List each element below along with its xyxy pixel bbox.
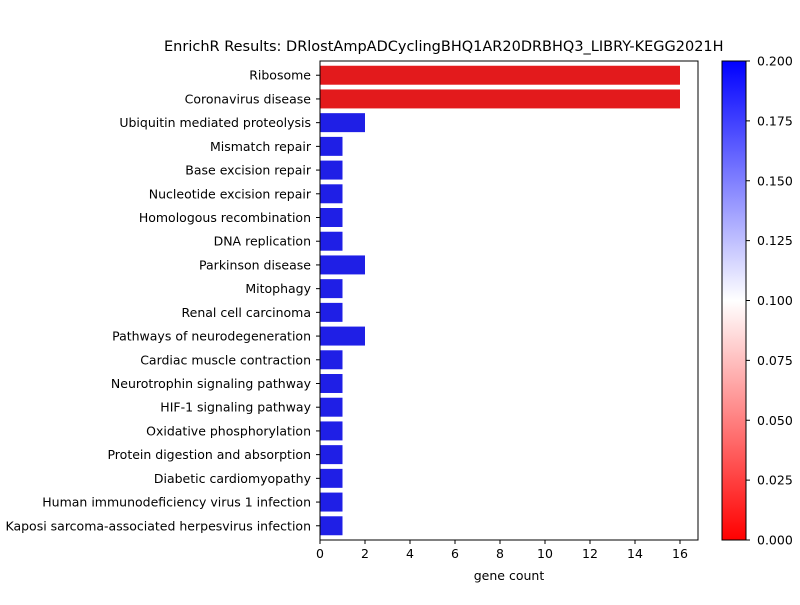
y-tick-label: Neurotrophin signaling pathway (111, 376, 312, 391)
bar-16 (320, 445, 343, 465)
y-tick-label: Ribosome (249, 68, 311, 83)
x-tick-label: 14 (627, 546, 643, 561)
bar-0 (320, 65, 680, 85)
x-axis-label: gene count (474, 568, 545, 583)
colorbar: 0.000 0.025 0.050 0.075 0.100 0.125 0.150 0.175… (721, 54, 793, 548)
bar-15 (320, 421, 343, 441)
bar-2 (320, 113, 365, 133)
y-tick-label: Coronavirus disease (185, 91, 312, 106)
y-tick-label: Protein digestion and absorption (107, 447, 311, 462)
bar-3 (320, 136, 343, 156)
y-tick-label: Ubiquitin mediated proteolysis (119, 115, 311, 130)
chart-title: EnrichR Results: DRlostAmpADCyclingBHQ1A… (164, 39, 724, 55)
y-tick-label: Kaposi sarcoma-associated herpesvirus in… (5, 518, 311, 533)
x-tick-label: 0 (316, 546, 324, 561)
bar-11 (320, 326, 365, 346)
colorbar-tick-label: 0.000 (757, 533, 793, 548)
bar-18 (320, 492, 343, 512)
x-tick-label: 4 (406, 546, 414, 561)
y-tick-label: HIF-1 signaling pathway (160, 400, 311, 415)
colorbar-tick-label: 0.150 (757, 173, 793, 188)
colorbar-tick-label: 0.025 (757, 473, 793, 488)
y-tick-label: Human immunodeficiency virus 1 infection (42, 495, 311, 510)
bar-8 (320, 255, 365, 275)
y-tick-label: Homologous recombination (139, 210, 311, 225)
bar-10 (320, 302, 343, 322)
plot-area: Ribosome Coronavirus disease Ubiquitin med… (5, 60, 699, 561)
bar-4 (320, 160, 343, 180)
colorbar-tick-label: 0.100 (757, 293, 793, 308)
x-tick-label: 10 (537, 546, 553, 561)
y-tick-label: Oxidative phosphorylation (146, 423, 311, 438)
y-tick-label: Base excision repair (185, 163, 312, 178)
bar-14 (320, 397, 343, 417)
bar-17 (320, 468, 343, 488)
bar-9 (320, 279, 343, 299)
x-tick-label: 12 (582, 546, 598, 561)
bar-1 (320, 89, 680, 109)
y-tick-label: Mitophagy (245, 281, 311, 296)
bar-5 (320, 184, 343, 204)
x-tick-label: 6 (451, 546, 459, 561)
x-tick-label: 16 (672, 546, 688, 561)
bar-12 (320, 350, 343, 370)
x-tick-label: 2 (361, 546, 369, 561)
bar-19 (320, 516, 343, 536)
colorbar-tick-label: 0.050 (757, 413, 793, 428)
y-tick-label: Renal cell carcinoma (182, 305, 311, 320)
bar-6 (320, 208, 343, 227)
colorbar-tick-label: 0.200 (757, 54, 793, 69)
colorbar-tick-label: 0.075 (757, 353, 793, 368)
plot-frame (319, 60, 699, 541)
colorbar-tick-label: 0.125 (757, 233, 793, 248)
y-tick-label: Parkinson disease (199, 257, 311, 272)
bar-13 (320, 374, 343, 393)
y-tick-label: Mismatch repair (210, 139, 312, 154)
y-tick-label: Cardiac muscle contraction (140, 352, 311, 367)
colorbar-scale (721, 60, 747, 541)
y-tick-label: Diabetic cardiomyopathy (154, 471, 312, 486)
y-tick-label: Pathways of neurodegeneration (112, 329, 311, 344)
bar-7 (320, 231, 343, 251)
colorbar-tick-label: 0.175 (757, 113, 793, 128)
y-tick-label: DNA replication (214, 234, 311, 249)
y-tick-label: Nucleotide excision repair (149, 186, 312, 201)
x-tick-label: 8 (496, 546, 504, 561)
